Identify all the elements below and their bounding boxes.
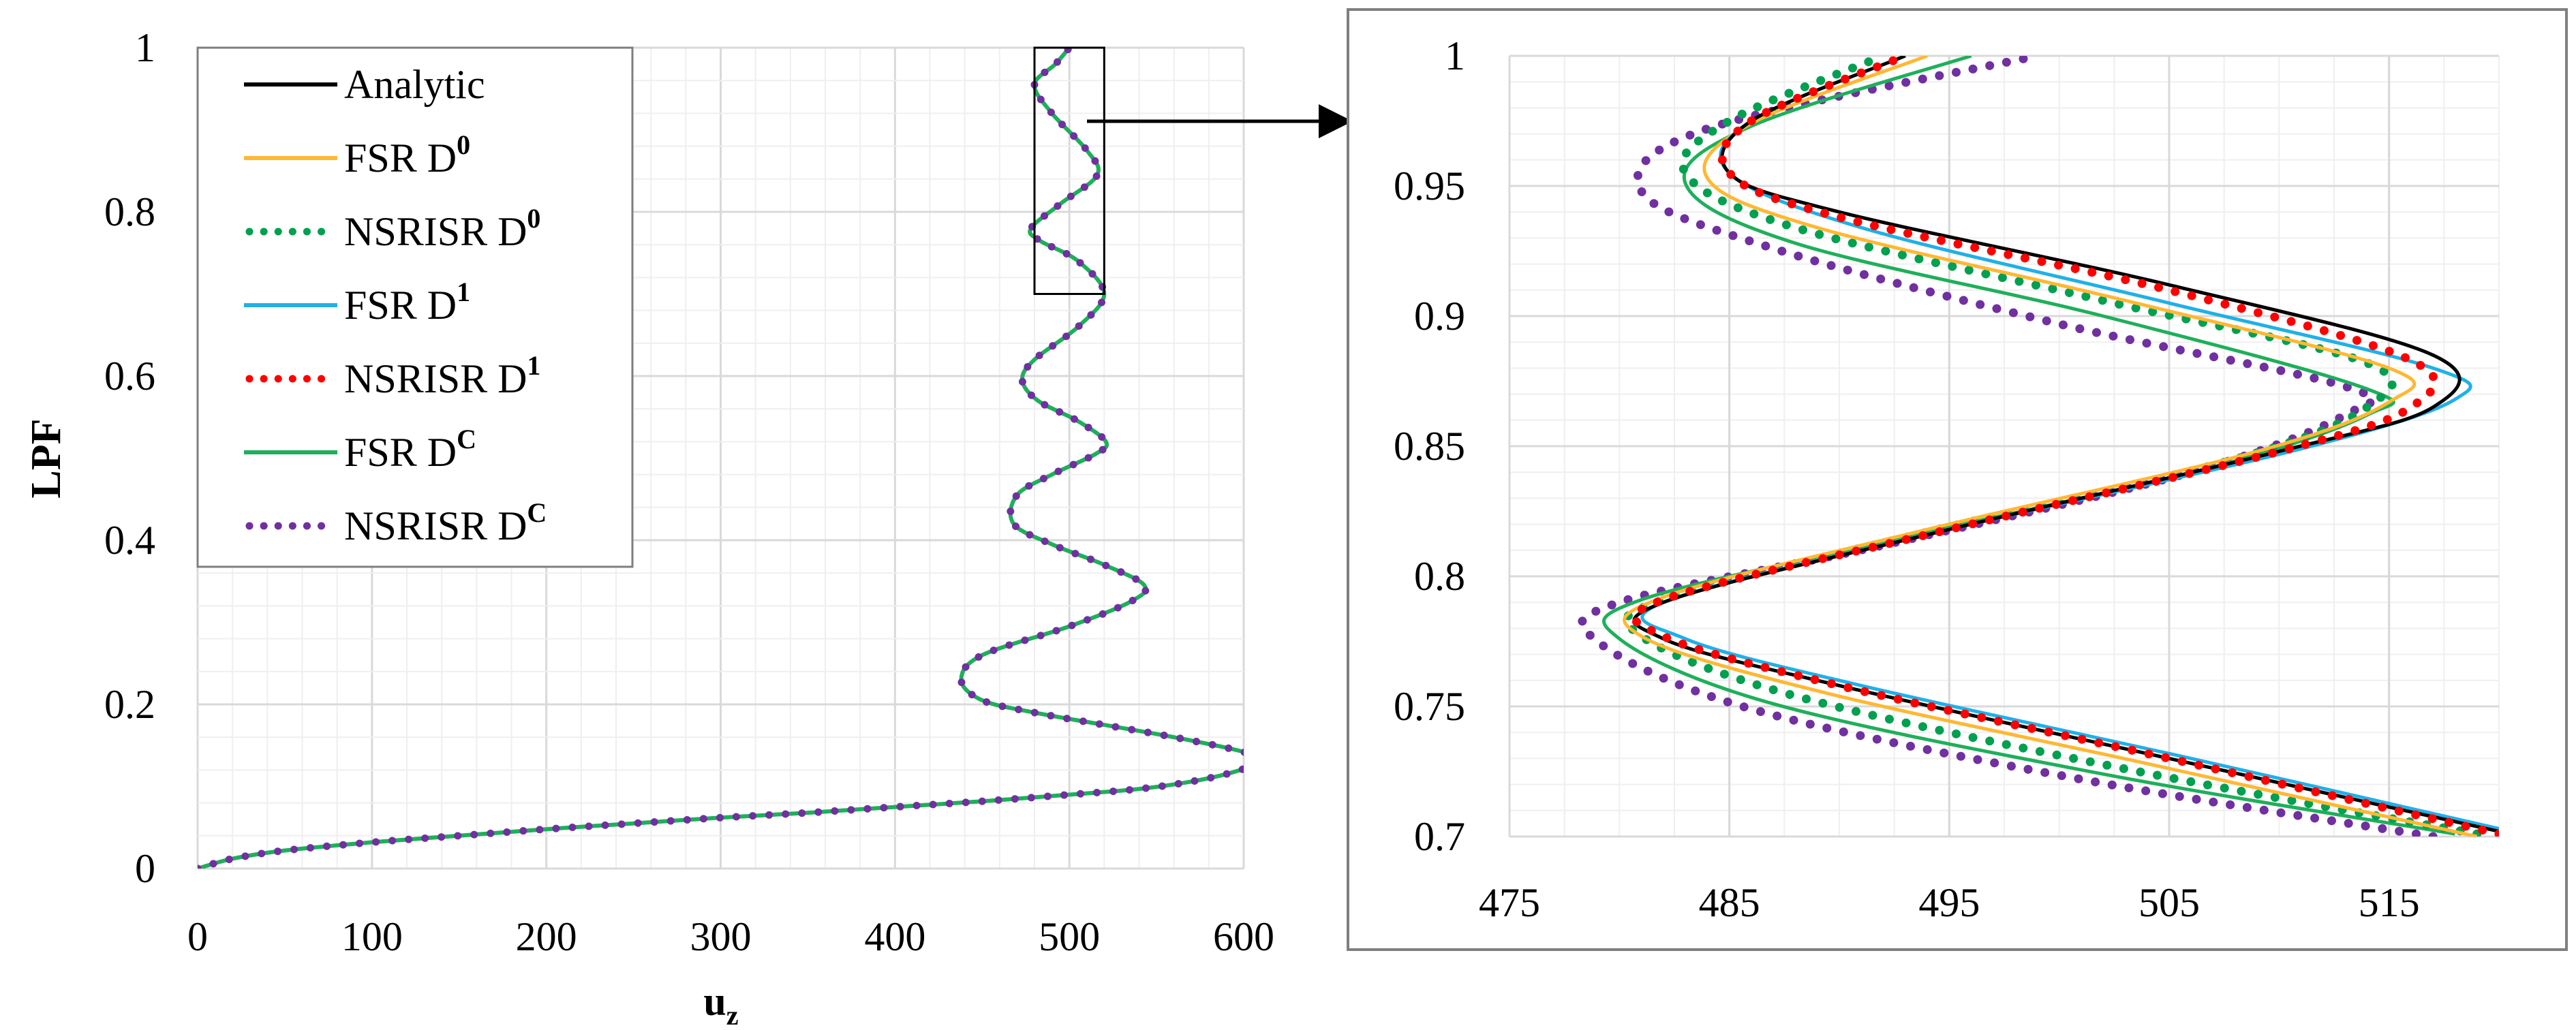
legend-item: NSRISR D1 — [245, 350, 540, 401]
legend-item: Analytic — [244, 62, 485, 107]
zoom-series-nsrisr-d0 — [1621, 56, 2482, 837]
zoom-series-nsrisr-dc — [1577, 56, 2438, 837]
main-x-tick-labels: 0 100 200 300 400 500 600 — [187, 914, 1274, 959]
legend-label: NSRISR D1 — [344, 350, 540, 401]
main-series-dots — [198, 48, 1244, 869]
zoom-y-tick-label: 1 — [1445, 33, 1465, 78]
legend-items: Analytic FSR D0 NSRISR D0 FSR D1 NSRISR D1 FS… — [244, 62, 547, 548]
legend-label: FSR DC — [344, 424, 476, 475]
zoom-x-tick-label: 505 — [2138, 880, 2200, 925]
main-y-tick-label: 0 — [135, 846, 155, 891]
zoom-curves — [1577, 56, 2499, 837]
main-x-tick-label: 600 — [1213, 914, 1274, 959]
zoom-series-fsr-d0 — [1623, 56, 2478, 837]
zoom-x-tick-label: 515 — [2359, 880, 2420, 925]
zoom-y-tick-label: 0.85 — [1394, 424, 1465, 469]
main-y-tick-label: 0.6 — [104, 354, 155, 399]
main-chart: 0 100 200 300 400 500 600 0 0.2 0.4 0.6 0.8 1 uz LP… — [23, 25, 1353, 1030]
zoom-series-dots — [1629, 56, 2499, 837]
zoom-series-dots — [1577, 56, 2438, 837]
zoom-y-tick-label: 0.8 — [1414, 554, 1465, 599]
legend-label: Analytic — [344, 62, 485, 107]
main-y-tick-label: 0.2 — [104, 682, 155, 727]
main-x-tick-label: 200 — [516, 914, 577, 959]
main-x-tick-label: 400 — [864, 914, 925, 959]
zoom-chart: 475 485 495 505 515 0.7 0.75 0.8 0.85 0.9 0.95 1 — [1347, 8, 2568, 951]
legend-item: NSRISR D0 — [245, 203, 540, 254]
zoom-panel-frame — [1347, 8, 2568, 951]
main-x-tick-label: 300 — [690, 914, 752, 959]
zoom-x-tick-labels: 475 485 495 505 515 — [1479, 880, 2420, 925]
zoom-y-tick-label: 0.75 — [1394, 684, 1465, 729]
legend-item: FSR D1 — [244, 277, 470, 328]
legend: Analytic FSR D0 NSRISR D0 FSR D1 NSRISR D1 FS… — [196, 46, 634, 568]
zoom-y-tick-labels: 0.7 0.75 0.8 0.85 0.9 0.95 1 — [1394, 33, 1465, 859]
main-x-tick-label: 100 — [341, 914, 403, 959]
main-y-axis-title: LPF — [23, 418, 70, 498]
zoom-series-nsrisr-d1 — [1629, 56, 2499, 837]
main-x-axis-title: uz — [703, 979, 738, 1030]
zoom-y-tick-label: 0.7 — [1414, 814, 1465, 859]
main-x-tick-label: 0 — [187, 914, 208, 959]
zoom-x-tick-label: 475 — [1479, 880, 1540, 925]
legend-label: NSRISR DC — [344, 497, 547, 548]
legend-item: FSR D0 — [244, 129, 470, 181]
main-y-tick-label: 1 — [135, 25, 155, 70]
zoom-series-dots — [1621, 56, 2482, 837]
legend-label: FSR D0 — [344, 129, 470, 181]
main-curves — [198, 48, 1244, 869]
legend-label: NSRISR D0 — [344, 203, 540, 254]
main-y-tick-label: 0.8 — [104, 189, 155, 234]
zoom-x-tick-label: 495 — [1918, 880, 1980, 925]
zoom-region-box — [1033, 46, 1105, 295]
zoom-x-tick-label: 485 — [1699, 880, 1760, 925]
main-y-tick-labels: 0 0.2 0.4 0.6 0.8 1 — [104, 25, 155, 891]
legend-item: FSR DC — [244, 424, 476, 475]
zoom-y-tick-label: 0.9 — [1414, 294, 1465, 339]
zoom-series-line — [1632, 56, 2499, 833]
main-y-tick-label: 0.4 — [104, 518, 155, 563]
legend-item: NSRISR DC — [245, 497, 547, 548]
legend-label: FSR D1 — [344, 277, 470, 328]
zoom-y-tick-label: 0.95 — [1394, 163, 1465, 208]
zoom-series-line — [1623, 56, 2478, 837]
main-x-tick-label: 500 — [1039, 914, 1100, 959]
zoom-series-analytic — [1632, 56, 2499, 833]
